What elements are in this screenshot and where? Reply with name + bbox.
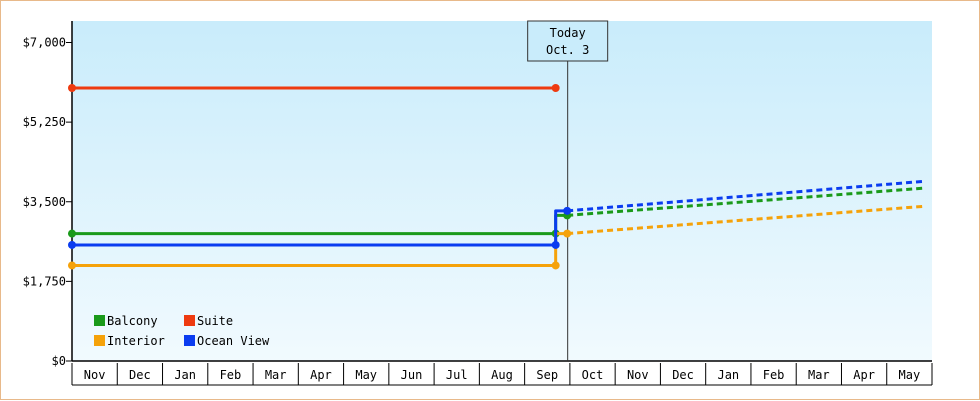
legend: Balcony Suite Interior Ocean View — [94, 314, 270, 348]
y-tick-label: $0 — [52, 354, 66, 368]
y-tick-label: $5,250 — [23, 115, 66, 129]
month-label: Apr — [310, 368, 332, 382]
y-axis: $0 $1,750 $3,500 $5,250 $7,000 — [23, 21, 73, 368]
month-label: Mar — [265, 368, 287, 382]
today-date: Oct. 3 — [546, 43, 589, 57]
series-lines — [68, 84, 925, 270]
legend-swatch-suite — [184, 315, 195, 326]
ocean-view-point — [68, 240, 76, 249]
legend-label-balcony: Balcony — [107, 314, 158, 328]
month-label: Sep — [536, 368, 558, 382]
interior-point — [551, 261, 560, 270]
legend-swatch-ocean-view — [184, 335, 195, 346]
y-tick-label: $3,500 — [23, 195, 66, 209]
legend-label-interior: Interior — [107, 334, 165, 348]
balcony-point — [68, 229, 76, 238]
x-axis: Nov Dec Jan Feb Mar Apr May Jun Jul Aug Sep Oct Nov D… — [71, 360, 933, 386]
month-label: Apr — [853, 368, 875, 382]
month-label: Nov — [627, 368, 649, 382]
suite-point — [68, 84, 76, 92]
month-label: Dec — [672, 368, 694, 382]
suite-point — [551, 84, 560, 92]
interior-line — [72, 232, 568, 267]
month-label: May — [355, 368, 377, 382]
month-label: Feb — [220, 368, 242, 382]
y-tick-label: $1,750 — [23, 274, 66, 288]
month-label: Nov — [84, 368, 106, 382]
today-label: Today — [550, 26, 586, 40]
month-label: Aug — [491, 368, 513, 382]
month-label: Dec — [129, 368, 151, 382]
ocean-view-line — [72, 209, 568, 247]
legend-label-suite: Suite — [197, 314, 233, 328]
y-tick-label: $7,000 — [23, 36, 66, 50]
today-box — [527, 20, 609, 62]
month-label: Feb — [763, 368, 785, 382]
month-label: Jan — [174, 368, 196, 382]
legend-swatch-balcony — [94, 315, 105, 326]
interior-point — [68, 261, 76, 270]
month-label: Mar — [808, 368, 830, 382]
month-label: Jan — [717, 368, 739, 382]
month-label: Jul — [446, 368, 468, 382]
month-label: May — [899, 368, 921, 382]
legend-swatch-interior — [94, 335, 105, 346]
plot-background — [72, 21, 932, 361]
month-label: Jun — [401, 368, 423, 382]
legend-label-ocean-view: Ocean View — [197, 334, 270, 348]
month-label: Oct — [582, 368, 604, 382]
today-marker: Today Oct. 3 — [527, 20, 609, 361]
ocean-view-point — [551, 240, 560, 249]
